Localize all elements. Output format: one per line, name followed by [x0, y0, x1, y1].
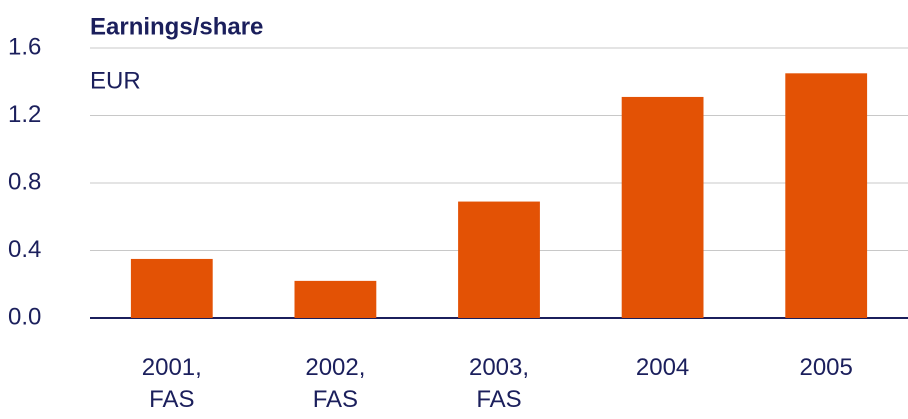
bar [458, 201, 540, 318]
y-tick-label: 0.0 [8, 303, 41, 330]
x-tick-label: 2001, FAS [141, 354, 202, 413]
unit-label: EUR [90, 67, 141, 94]
y-tick-label: 0.4 [8, 236, 41, 263]
x-tick-label: 2003, FAS [468, 354, 530, 413]
bar [785, 73, 868, 318]
x-tick-label: 2005 [799, 354, 853, 381]
x-tick-label: 2002, FAS [305, 354, 366, 413]
y-tick-label: 1.6 [8, 33, 41, 60]
y-tick-label: 0.8 [8, 168, 41, 195]
bar [621, 96, 704, 318]
chart-title: Earnings/share [90, 13, 263, 40]
bar [294, 280, 377, 318]
x-tick-label: 2004 [635, 354, 690, 381]
bar [130, 258, 213, 318]
y-tick-label: 1.2 [8, 101, 41, 128]
